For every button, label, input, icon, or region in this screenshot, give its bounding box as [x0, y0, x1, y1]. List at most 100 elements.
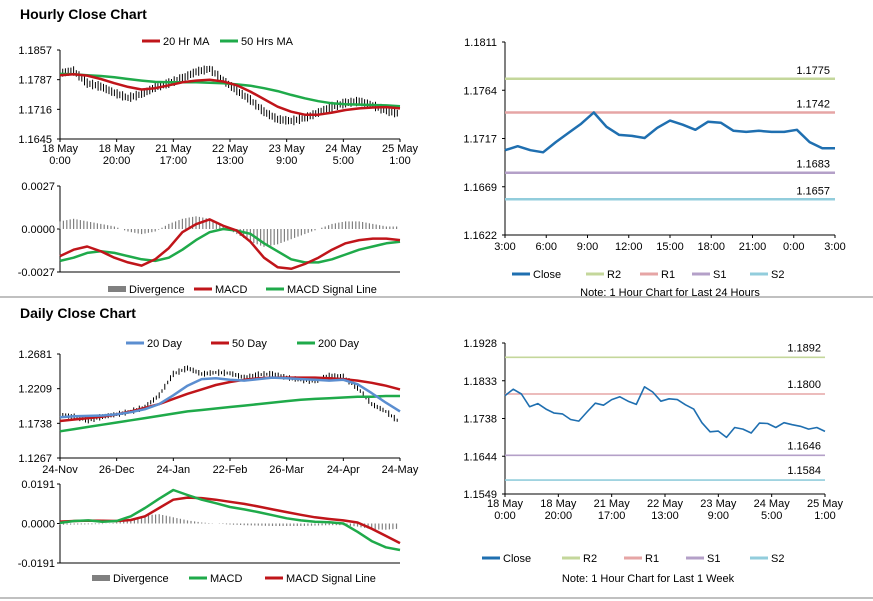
- hourly-levels-legend-label: S1: [713, 269, 726, 281]
- weekly-levels-x-tick-label: 21 May: [594, 498, 631, 510]
- hourly-levels-x-tick-label: 12:00: [615, 241, 643, 253]
- hourly-levels-legend-label: R1: [661, 269, 675, 281]
- hourly-levels-y-tick-label: 1.1811: [464, 37, 497, 49]
- weekly-level-s2-label: 1.1584: [787, 465, 821, 477]
- hourly-levels-x-tick-label: 9:00: [577, 241, 598, 253]
- hourly-price-x-tick-label: 9:00: [276, 155, 297, 167]
- daily-macd-y-tick-label: 0.0000: [21, 519, 55, 531]
- hourly-levels-legend-label: S2: [771, 269, 784, 281]
- hourly-macd-y-tick-label: -0.0027: [18, 267, 55, 279]
- hourly-price-x-tick-label: 0:00: [49, 155, 70, 167]
- weekly-levels-x-tick-label: 23 May: [700, 498, 737, 510]
- weekly-level-r2-label: 1.1892: [787, 342, 821, 354]
- hourly-50hr-ma-line: [59, 72, 401, 108]
- weekly-levels-legend-label: Close: [503, 553, 531, 565]
- hourly-price-x-tick-label: 21 May: [155, 143, 192, 155]
- daily-price-x-tick-label: 24-May: [382, 464, 419, 476]
- hourly-price-x-tick-label: 20:00: [103, 155, 131, 167]
- weekly-levels-x-tick-label: 24 May: [754, 498, 791, 510]
- hourly-levels-x-tick-label: 3:00: [824, 241, 845, 253]
- hourly-level-r1-label: 1.1742: [796, 98, 830, 110]
- hourly-level-r2-label: 1.1775: [796, 65, 830, 77]
- hourly-20hr-ma-line: [59, 73, 401, 116]
- hourly-price-x-tick-label: 18 May: [99, 143, 136, 155]
- daily-price-y-tick-label: 1.2209: [18, 384, 52, 396]
- weekly-levels-x-tick-label: 22 May: [647, 498, 684, 510]
- daily-price-legend-label: 200 Day: [318, 338, 359, 350]
- hourly-levels-y-tick-label: 1.1669: [463, 182, 497, 194]
- hourly-price-x-tick-label: 23 May: [269, 143, 306, 155]
- weekly-levels-y-tick-label: 1.1928: [463, 338, 497, 350]
- daily-price-x-tick-label: 24-Jan: [157, 464, 191, 476]
- hourly-price-x-tick-label: 18 May: [42, 143, 79, 155]
- hourly-macd-line: [59, 218, 401, 271]
- weekly-levels-x-tick-label: 20:00: [545, 510, 573, 522]
- hourly-levels-x-tick-label: 18:00: [697, 241, 725, 253]
- hourly-price-x-tick-label: 17:00: [160, 155, 188, 167]
- hourly-macd-legend-label: MACD: [215, 284, 247, 296]
- hourly-price-legend-label: 20 Hr MA: [163, 36, 210, 48]
- hourly-price-legend-label: 50 Hrs MA: [241, 36, 294, 48]
- weekly-levels-legend-label: S1: [707, 553, 720, 565]
- hourly-level-s2-label: 1.1657: [796, 185, 830, 197]
- weekly-levels-y-tick-label: 1.1738: [463, 414, 497, 426]
- hourly-price-x-tick-label: 1:00: [389, 155, 410, 167]
- weekly-levels-x-tick-label: 1:00: [814, 510, 835, 522]
- hourly-price-x-tick-label: 13:00: [216, 155, 244, 167]
- hourly-close-line: [504, 111, 835, 154]
- hourly-levels-x-tick-label: 6:00: [536, 241, 557, 253]
- weekly-levels-x-tick-label: 18 May: [540, 498, 577, 510]
- daily-section-title: Daily Close Chart: [20, 305, 136, 321]
- hourly-levels-note: Note: 1 Hour Chart for Last 24 Hours: [580, 287, 760, 299]
- weekly-levels-x-tick-label: 18 May: [487, 498, 524, 510]
- daily-price-y-tick-label: 1.2681: [18, 349, 52, 361]
- weekly-close-line: [504, 385, 826, 439]
- hourly-macd-legend-swatch: [108, 286, 126, 292]
- hourly-levels-x-tick-label: 0:00: [783, 241, 804, 253]
- hourly-macd-y-tick-label: 0.0000: [21, 224, 55, 236]
- weekly-levels-y-tick-label: 1.1644: [463, 451, 497, 463]
- hourly-price-x-tick-label: 5:00: [333, 155, 354, 167]
- weekly-levels-x-tick-label: 13:00: [651, 510, 679, 522]
- daily-macd-line: [59, 488, 401, 552]
- daily-macd-legend-swatch: [92, 575, 110, 581]
- weekly-levels-legend-label: S2: [771, 553, 784, 565]
- hourly-macd-legend-label: Divergence: [129, 284, 185, 296]
- hourly-levels-y-tick-label: 1.1622: [463, 230, 497, 242]
- daily-macd-legend-label: Divergence: [113, 573, 169, 585]
- hourly-levels-x-tick-label: 3:00: [494, 241, 515, 253]
- daily-price-x-tick-label: 26-Mar: [269, 464, 304, 476]
- daily-price-x-tick-label: 22-Feb: [213, 464, 248, 476]
- hourly-levels-y-tick-label: 1.1717: [463, 134, 497, 146]
- weekly-levels-legend-label: R1: [645, 553, 659, 565]
- hourly-levels-x-tick-label: 21:00: [739, 241, 767, 253]
- hourly-levels-y-tick-label: 1.1764: [463, 85, 497, 97]
- weekly-levels-legend-label: R2: [583, 553, 597, 565]
- hourly-levels-legend-label: Close: [533, 269, 561, 281]
- hourly-macd-y-tick-label: 0.0027: [21, 181, 55, 193]
- daily-price-x-tick-label: 26-Dec: [99, 464, 135, 476]
- daily-macd-y-tick-label: 0.0191: [21, 479, 55, 491]
- daily-price-legend-label: 20 Day: [147, 338, 182, 350]
- hourly-price-y-tick-label: 1.1716: [18, 104, 52, 116]
- hourly-section-title: Hourly Close Chart: [20, 6, 147, 22]
- daily-macd-y-tick-label: -0.0191: [18, 558, 55, 570]
- hourly-price-x-tick-label: 24 May: [325, 143, 362, 155]
- hourly-price-y-tick-label: 1.1857: [18, 45, 52, 57]
- hourly-price-x-tick-label: 25 May: [382, 143, 419, 155]
- hourly-price-y-tick-label: 1.1787: [18, 75, 52, 87]
- daily-macd-legend-label: MACD Signal Line: [286, 573, 376, 585]
- weekly-levels-x-tick-label: 5:00: [761, 510, 782, 522]
- weekly-levels-note: Note: 1 Hour Chart for Last 1 Week: [562, 573, 735, 585]
- hourly-macd-signal-line: [59, 227, 401, 264]
- weekly-levels-x-tick-label: 0:00: [494, 510, 515, 522]
- daily-20day-ma-line: [59, 376, 401, 419]
- daily-200day-ma-line: [59, 394, 400, 433]
- hourly-macd-legend-label: MACD Signal Line: [287, 284, 377, 296]
- weekly-levels-x-tick-label: 9:00: [708, 510, 729, 522]
- weekly-level-r1-label: 1.1800: [787, 379, 821, 391]
- daily-macd-legend-label: MACD: [210, 573, 242, 585]
- weekly-level-s1-label: 1.1646: [787, 440, 821, 452]
